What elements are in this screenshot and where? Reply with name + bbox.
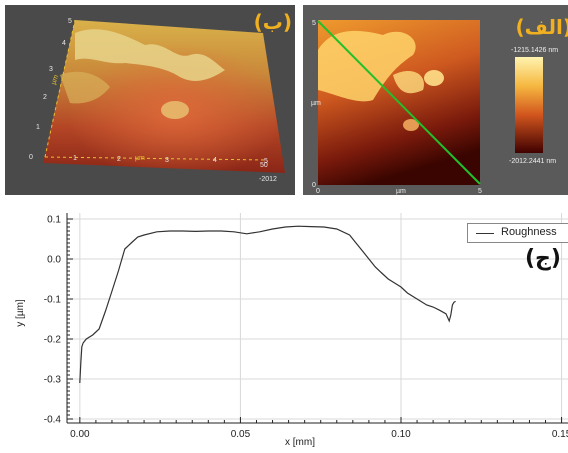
colorbar-max-label: -1215.1426 nm: [511, 47, 558, 54]
chart-axes: [66, 213, 568, 424]
panel-b-y-ticks: 1 2 3 4 5 µm: [36, 18, 72, 131]
y-tick-label: 5: [68, 18, 72, 25]
afm-3d-panel: 0 1 2 3 4 5 µm 1 2 3 4 5 µm 50 -2012 (ب): [5, 5, 295, 195]
x-tick-label: 0.00: [70, 429, 90, 440]
x-tick-label: 2: [117, 156, 121, 163]
afm-3d-surface: 0 1 2 3 4 5 µm 1 2 3 4 5 µm 50 -2012: [29, 18, 285, 183]
panel-b-label: (ب): [253, 10, 292, 34]
y-tick-label: 4: [62, 40, 66, 47]
afm-height-map: 5 0 0 5 µm µm -1215.1426 nm -2012.2441 n…: [311, 20, 558, 195]
x-axis-label: x [mm]: [285, 437, 315, 448]
y-tick-label: 2: [43, 94, 47, 101]
colorbar: [515, 57, 543, 153]
x-tick-label: 0.15: [552, 429, 568, 440]
chart-legend: Roughness: [467, 223, 568, 243]
y-tick-label: 0: [312, 182, 316, 189]
roughness-chart-panel: 0.10.0-0.1-0.2-0.3-0.4 0.000.050.100.15 …: [5, 203, 568, 449]
x-tick-label: 4: [213, 157, 217, 164]
x-tick-label: 1: [73, 155, 77, 162]
y-tick-label: -0.3: [44, 375, 62, 386]
x-tick-label: 3: [165, 157, 169, 164]
x-tick-label: 0: [29, 154, 33, 161]
x-tick-label: 5: [264, 158, 268, 165]
colorbar-min-label: -2012.2441 nm: [509, 158, 556, 165]
y-tick-label: 5: [312, 20, 316, 27]
y-tick-label: 3: [49, 66, 53, 73]
roughness-chart: 0.10.0-0.1-0.2-0.3-0.4 0.000.050.100.15 …: [15, 213, 568, 448]
chart-grid: [67, 213, 568, 423]
panel-b-x-ticks: 0 1 2 3 4 5 µm: [29, 154, 268, 165]
chart-series: [79, 225, 456, 384]
x-axis-unit: µm: [135, 155, 145, 162]
y-axis-unit: µm: [50, 74, 60, 86]
y-tick-labels: 0.1 0.0 -0.1 -0.2 -0.3 -0.4: [44, 215, 62, 426]
y-axis-unit: µm: [311, 100, 321, 107]
y-tick-label: -0.4: [44, 415, 62, 426]
x-tick-label: 5: [478, 188, 482, 195]
y-tick-label: 1: [36, 124, 40, 131]
legend-line-swatch: [476, 233, 494, 234]
x-tick-labels: 0.00 0.05 0.10 0.15: [70, 429, 568, 440]
panel-a-label: (الف): [515, 15, 568, 39]
y-tick-label: -0.1: [44, 295, 62, 306]
x-tick-label: 0: [316, 188, 320, 195]
x-tick-label: 0.10: [391, 429, 411, 440]
panel-c-label: (ج): [525, 246, 561, 271]
x-axis-unit: µm: [396, 188, 406, 195]
y-axis-label: y [µm]: [15, 299, 26, 327]
x-tick-label: 0.05: [231, 429, 251, 440]
profile-line: [317, 20, 481, 185]
z-min-label: -2012: [259, 176, 277, 183]
y-tick-label: 0.0: [47, 255, 61, 266]
series-line-roughness: [79, 225, 456, 384]
afm-2d-panel: 5 0 0 5 µm µm -1215.1426 nm -2012.2441 n…: [303, 5, 568, 195]
surface-bump: [161, 101, 189, 119]
height-map-plateau: [318, 30, 416, 102]
y-tick-label: -0.2: [44, 335, 62, 346]
y-tick-label: 0.1: [47, 215, 61, 226]
legend-entry: Roughness: [501, 226, 557, 238]
z-max-label: 50: [260, 162, 268, 169]
surface-hills: [75, 29, 225, 81]
